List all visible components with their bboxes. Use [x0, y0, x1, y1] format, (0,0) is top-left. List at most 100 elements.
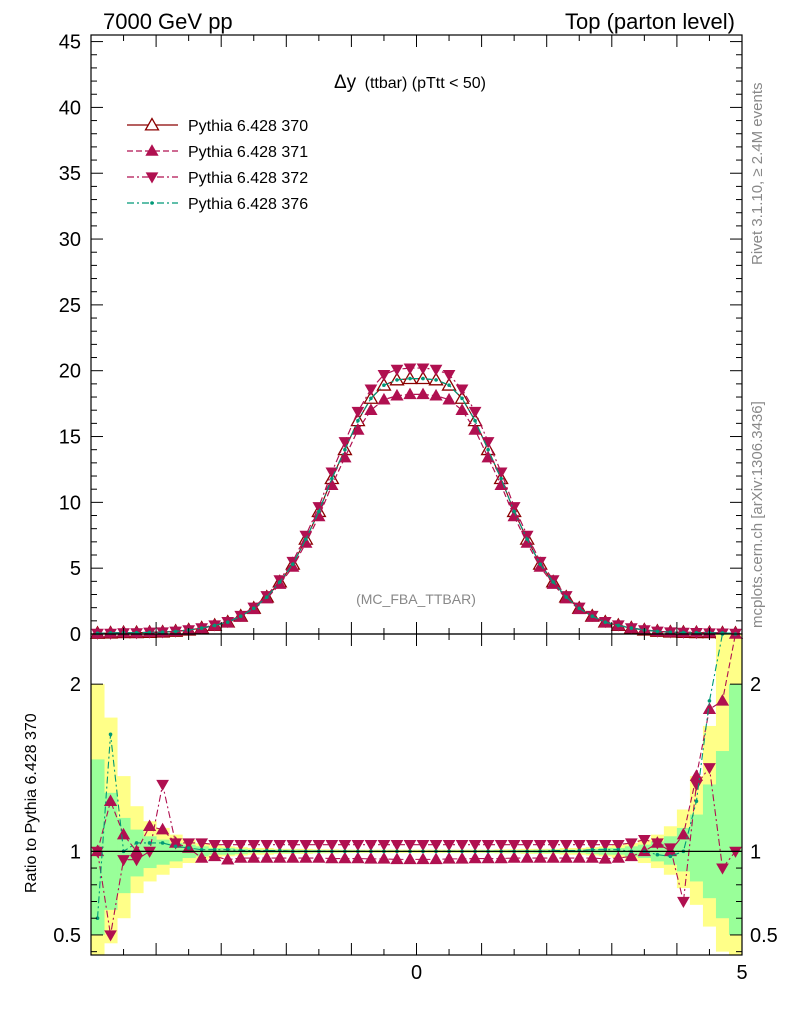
ratio-point	[325, 840, 339, 852]
ratio-point	[143, 846, 156, 858]
ratio-point	[668, 854, 673, 859]
legend-marker-0	[144, 117, 160, 131]
ratio-point	[546, 851, 560, 863]
data-point	[520, 536, 534, 548]
data-point	[460, 396, 464, 401]
data-point	[343, 447, 347, 452]
ratio-point	[651, 838, 664, 850]
data-point	[304, 537, 308, 542]
data-point	[377, 370, 391, 382]
data-point	[403, 387, 417, 400]
ratio-point	[169, 838, 182, 850]
ratio-point	[429, 840, 443, 852]
ratio-point	[729, 846, 742, 858]
ratio-point	[377, 852, 391, 864]
ratio-point	[364, 840, 378, 852]
ratio-point	[182, 838, 196, 850]
data-point	[525, 537, 529, 542]
data-point	[212, 623, 217, 628]
ratio-series-2	[95, 632, 738, 921]
ratio-point	[234, 851, 248, 863]
data-point	[442, 370, 456, 382]
ratio-point	[598, 840, 612, 852]
ratio-point	[624, 849, 638, 862]
y-tick-label: 5	[70, 558, 81, 580]
y-tick-label: 35	[59, 163, 81, 185]
ratio-point	[260, 840, 274, 852]
ratio-point	[260, 851, 274, 863]
ratio-point	[707, 699, 712, 703]
data-point	[338, 450, 352, 463]
data-point	[351, 423, 365, 435]
ratio-point	[195, 838, 209, 850]
ratio-point	[142, 819, 157, 832]
ratio-line-0	[96, 633, 737, 861]
ratio-point	[533, 840, 547, 852]
ratio-point	[677, 896, 690, 909]
y-tick-label: 25	[59, 295, 81, 317]
mcplots-label: mcplots.cern.ch [arXiv:1306.3436]	[749, 401, 766, 628]
y-tick-label: 40	[59, 97, 81, 119]
data-point	[603, 620, 608, 624]
data-point	[330, 476, 334, 481]
ratio-point	[572, 851, 586, 863]
data-point	[251, 606, 256, 611]
ratio-point	[624, 838, 638, 850]
ratio-point	[546, 840, 560, 852]
watermark: (MC_FBA_TTBAR)	[356, 591, 476, 607]
data-point	[499, 476, 503, 481]
data-point	[160, 630, 165, 634]
data-point	[442, 392, 456, 405]
ratio-frame	[90, 633, 743, 956]
ratio-point	[603, 847, 608, 852]
data-point	[238, 614, 243, 619]
ratio-y-tick-label: 1	[70, 841, 81, 863]
data-point	[299, 530, 313, 542]
ratio-point	[117, 855, 130, 867]
main-axes: 0 5 10 15 20 25 30 35 40 45	[59, 32, 743, 646]
data-point	[421, 376, 425, 381]
ratio-point	[95, 916, 100, 921]
data-point	[95, 631, 100, 636]
ratio-point	[147, 841, 152, 845]
ratio-point	[364, 852, 378, 864]
ratio-point	[173, 844, 178, 849]
ratio-point	[494, 840, 508, 852]
ratio-point	[390, 840, 404, 852]
ratio-y-tick-label-right: 2	[750, 674, 761, 696]
y-tick-label: 45	[59, 32, 81, 54]
data-point	[395, 378, 399, 382]
ratio-series-0	[90, 627, 743, 865]
ratio-point	[403, 852, 417, 865]
ratio-point	[442, 852, 456, 864]
y-tick-label: 0	[70, 624, 81, 646]
y-tick-label: 15	[59, 427, 81, 449]
ratio-point	[598, 852, 612, 864]
main-title: Δy (ttbar) (pTtt < 50)	[334, 72, 486, 93]
green-band	[91, 684, 743, 935]
rivet-label: Rivet 3.1.10, ≥ 2.4M events	[749, 83, 766, 266]
ratio-point	[390, 852, 404, 865]
data-point	[369, 396, 373, 401]
ratio-point	[611, 840, 625, 852]
data-point	[655, 629, 660, 634]
ratio-point	[208, 849, 222, 862]
ratio-point	[134, 841, 139, 845]
data-point	[447, 383, 451, 387]
data-point	[416, 387, 430, 400]
ratio-series-1	[91, 763, 742, 942]
ratio-point	[468, 840, 482, 852]
data-point	[429, 364, 443, 376]
ratio-point	[299, 840, 313, 852]
x-tick-label: 5	[736, 962, 747, 984]
data-point	[147, 630, 152, 635]
legend-marker-1	[145, 144, 159, 156]
ratio-point	[156, 779, 169, 791]
data-point	[173, 629, 178, 634]
data-point	[408, 376, 412, 381]
data-point	[377, 392, 391, 405]
ratio-point	[572, 840, 586, 852]
data-point	[512, 509, 516, 514]
ratio-point	[273, 851, 287, 863]
ratio-point	[416, 840, 430, 852]
